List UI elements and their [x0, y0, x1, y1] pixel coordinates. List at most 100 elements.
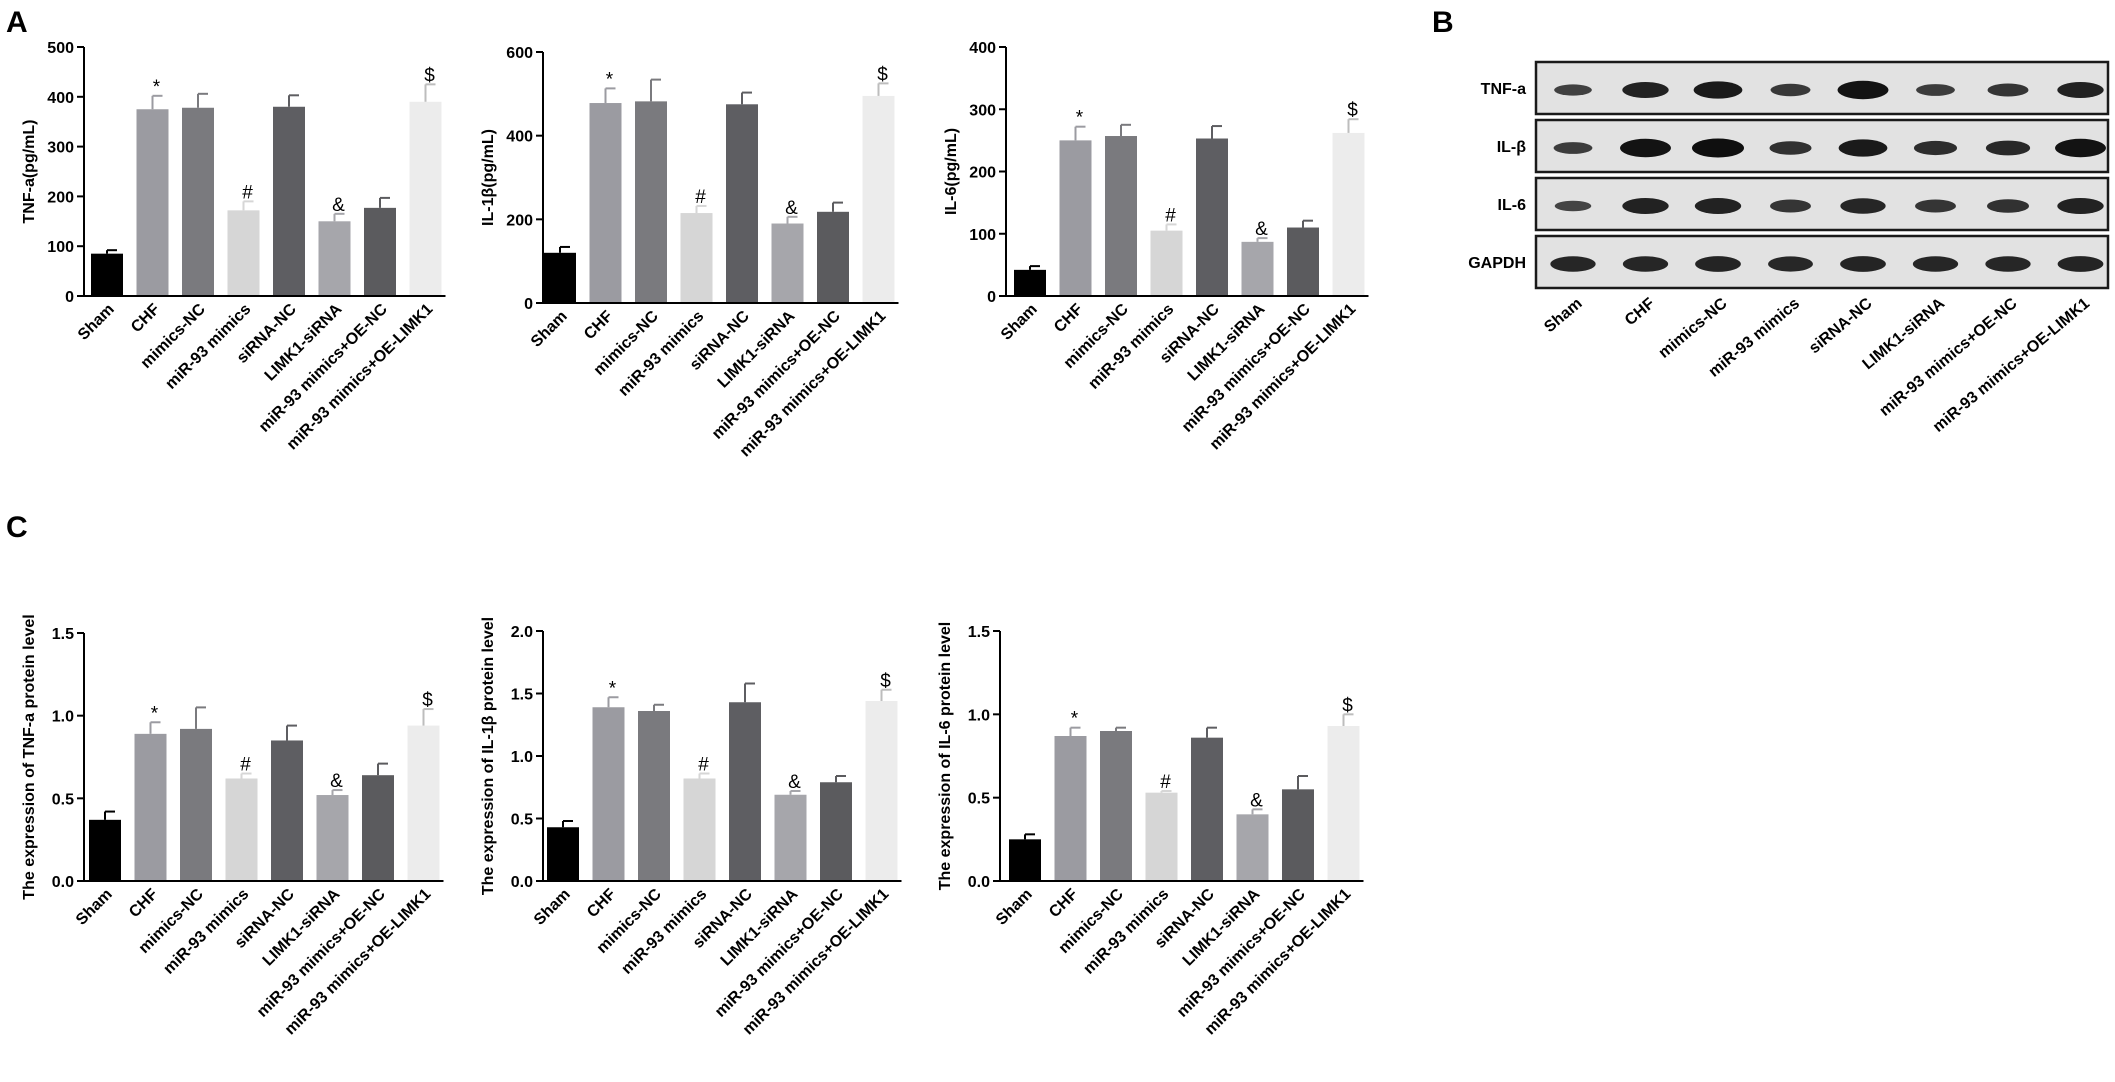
blot-band	[1622, 82, 1669, 98]
bar	[638, 711, 670, 881]
y-tick-label: 0	[65, 289, 74, 306]
panel-letter-a: A	[6, 6, 28, 39]
blot-band	[1769, 141, 1812, 155]
bar	[592, 707, 625, 881]
blot-band	[1692, 138, 1744, 158]
blot-band	[2055, 138, 2106, 158]
bar	[316, 795, 349, 881]
bar	[1236, 814, 1269, 881]
significance-mark: #	[240, 755, 251, 776]
bar	[589, 103, 622, 303]
significance-mark: &	[788, 772, 801, 793]
bar	[89, 819, 121, 881]
blot-band	[1985, 256, 2031, 272]
x-category-label: CHF	[581, 308, 616, 343]
bar	[1150, 230, 1183, 296]
y-tick-label: 400	[969, 40, 996, 57]
blot-band	[1620, 138, 1671, 158]
y-axis-title: The expression of IL-1β protein level	[480, 617, 497, 895]
y-tick-label: 400	[47, 90, 74, 107]
bar	[1282, 789, 1314, 881]
significance-mark: *	[1071, 709, 1079, 730]
significance-mark: #	[1160, 772, 1171, 793]
y-tick-label: 0.0	[52, 874, 74, 891]
blot-band	[1916, 84, 1955, 96]
blot-band	[1695, 256, 1741, 272]
bar	[318, 221, 351, 296]
y-tick-label: 0	[524, 296, 533, 313]
bar	[91, 253, 123, 296]
significance-mark: *	[609, 678, 617, 699]
significance-mark: #	[698, 755, 709, 776]
significance-mark: $	[877, 64, 888, 85]
significance-mark: *	[606, 69, 614, 90]
blot-row-label: GAPDH	[1468, 255, 1526, 272]
bar	[271, 740, 303, 881]
bar	[225, 778, 258, 881]
blot-band	[1554, 84, 1592, 96]
y-tick-label: 0.0	[511, 874, 533, 891]
bar	[1059, 140, 1092, 296]
significance-mark: &	[332, 195, 345, 216]
blot-band	[2057, 198, 2104, 214]
significance-mark: $	[1342, 695, 1353, 716]
significance-mark: $	[880, 671, 891, 692]
blot-row-label: TNF-a	[1481, 81, 1526, 98]
blot-band	[1770, 199, 1811, 213]
y-tick-label: 300	[969, 102, 996, 119]
x-category-label: CHF	[584, 886, 619, 921]
blot-band	[1694, 198, 1742, 214]
bar	[1009, 839, 1041, 881]
blot-band	[2057, 256, 2104, 272]
significance-mark: *	[153, 77, 161, 98]
blot-band	[1987, 83, 2029, 97]
y-tick-label: 0	[987, 289, 996, 306]
y-tick-label: 200	[506, 212, 533, 229]
x-category-label: CHF	[126, 886, 161, 921]
bar	[1196, 138, 1228, 296]
blot-band	[1622, 256, 1669, 272]
bar	[364, 207, 396, 296]
significance-mark: #	[695, 187, 706, 208]
x-category-label: Sham	[73, 886, 116, 929]
x-category-label: Sham	[531, 886, 574, 929]
significance-mark: $	[1347, 100, 1358, 121]
y-tick-label: 1.0	[52, 709, 74, 726]
bar	[1287, 227, 1319, 296]
blot-band	[2057, 82, 2104, 98]
bar	[683, 778, 716, 881]
bar	[182, 107, 214, 296]
blot-band	[1840, 256, 1886, 272]
y-tick-label: 1.0	[968, 707, 990, 724]
y-tick-label: 200	[47, 189, 74, 206]
blot-band	[1840, 198, 1886, 214]
bar	[1241, 241, 1274, 296]
y-axis-title: IL-6(pg/mL)	[943, 128, 960, 215]
y-tick-label: 100	[969, 227, 996, 244]
blot-lane-label: CHF	[1622, 295, 1658, 329]
bar	[273, 106, 305, 296]
significance-mark: &	[785, 198, 798, 219]
bar	[1327, 726, 1360, 881]
y-tick-label: 100	[47, 239, 74, 256]
blot-band	[1553, 142, 1593, 154]
bar	[1105, 136, 1137, 296]
bar	[1100, 731, 1132, 881]
x-category-label: CHF	[1051, 301, 1086, 336]
y-tick-label: 0.5	[968, 791, 990, 808]
blot-band	[1693, 81, 1743, 99]
bar	[774, 794, 807, 881]
blot-lane-label: siRNA-NC	[1806, 295, 1876, 357]
blot-band	[1622, 198, 1669, 214]
blot-lane-label: miR-93 mimics+OE-NC	[1876, 295, 2020, 420]
bar	[862, 95, 895, 303]
blot-band	[1768, 256, 1813, 272]
blot-band	[1837, 80, 1889, 100]
significance-mark: *	[151, 703, 159, 724]
y-tick-label: 300	[47, 140, 74, 157]
y-tick-label: 1.5	[511, 687, 533, 704]
